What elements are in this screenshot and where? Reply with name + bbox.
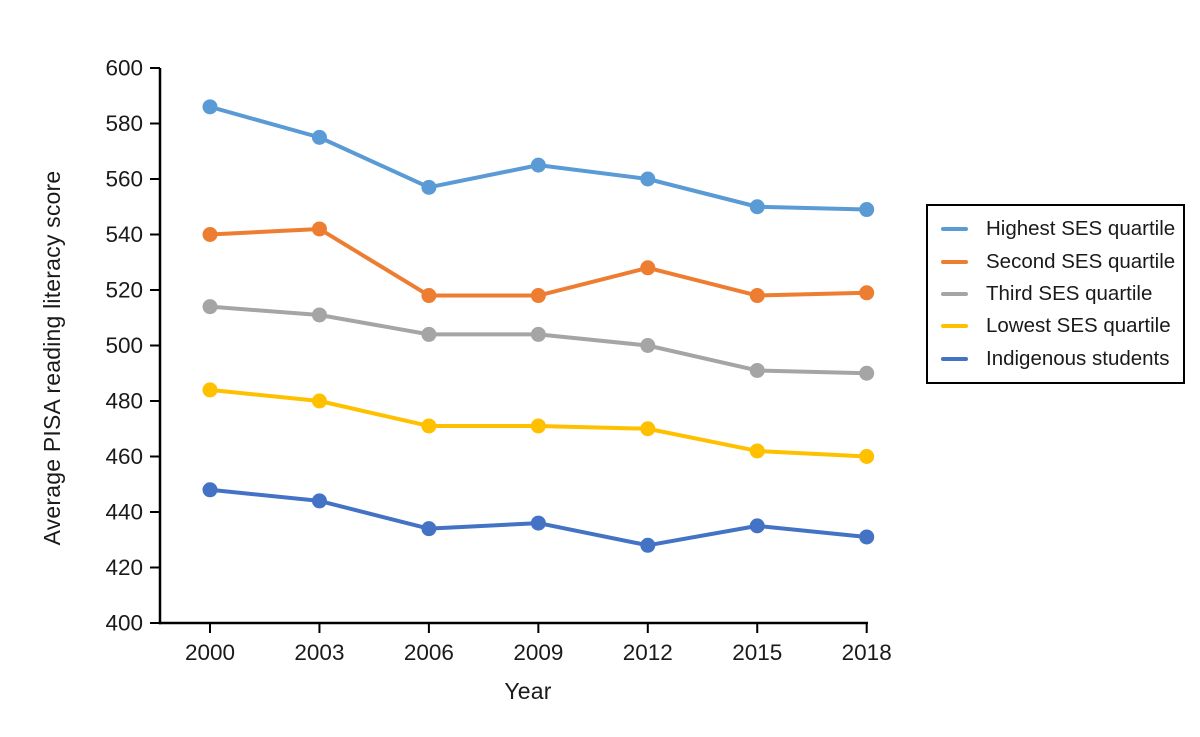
x-tick-label: 2006 [404, 640, 454, 665]
y-tick-label: 580 [105, 111, 143, 136]
x-tick-label: 2018 [842, 640, 892, 665]
legend-item-third-ses-quartile: Third SES quartile [941, 282, 1177, 306]
data-point-lowest-ses-quartile-2012 [640, 421, 656, 437]
x-tick-label: 2000 [185, 640, 235, 665]
data-point-indigenous-students-2000 [202, 482, 218, 498]
series-line-second-ses-quartile [208, 226, 869, 298]
data-point-second-ses-quartile-2006 [421, 288, 437, 304]
data-point-highest-ses-quartile-2006 [421, 179, 437, 195]
data-point-lowest-ses-quartile-2009 [530, 418, 546, 434]
legend-label: Third SES quartile [986, 281, 1153, 305]
x-tick-label: 2003 [294, 640, 344, 665]
legend-line-swatch-icon [941, 291, 968, 296]
y-tick-label: 480 [105, 389, 143, 414]
data-point-second-ses-quartile-2018 [859, 285, 875, 301]
y-tick-label: 500 [105, 333, 143, 358]
data-point-lowest-ses-quartile-2018 [859, 449, 875, 464]
legend-item-highest-ses-quartile: Highest SES quartile [941, 217, 1177, 241]
legend-label: Lowest SES quartile [986, 314, 1171, 338]
data-point-second-ses-quartile-2000 [202, 227, 218, 242]
data-point-indigenous-students-2012 [640, 537, 656, 553]
x-tick-label: 2009 [513, 640, 563, 665]
legend-line-swatch-icon [941, 259, 968, 264]
y-tick-label: 600 [105, 56, 143, 81]
data-point-highest-ses-quartile-2018 [859, 202, 875, 218]
y-tick-label: 460 [105, 444, 143, 469]
data-point-indigenous-students-2015 [749, 518, 765, 534]
data-point-third-ses-quartile-2006 [421, 326, 437, 342]
y-tick-label: 400 [105, 611, 143, 636]
data-point-indigenous-students-2006 [421, 521, 437, 537]
data-point-highest-ses-quartile-2000 [202, 99, 218, 115]
legend-label: Highest SES quartile [986, 217, 1176, 241]
legend-item-lowest-ses-quartile: Lowest SES quartile [941, 314, 1177, 338]
series-third-ses-quartile [202, 299, 875, 381]
data-point-second-ses-quartile-2009 [530, 288, 546, 304]
data-point-third-ses-quartile-2003 [311, 307, 327, 323]
data-point-second-ses-quartile-2012 [640, 260, 656, 276]
y-tick-label: 420 [105, 555, 143, 580]
series-highest-ses-quartile [202, 99, 875, 218]
y-axis-label: Average PISA reading literacy score [39, 170, 65, 546]
data-point-highest-ses-quartile-2003 [311, 129, 327, 145]
legend-line-swatch-icon [941, 356, 968, 361]
series-indigenous-students [202, 482, 875, 553]
legend-label: Indigenous students [986, 346, 1170, 370]
data-point-lowest-ses-quartile-2015 [749, 443, 765, 459]
data-point-indigenous-students-2003 [311, 493, 327, 509]
x-tick-label: 2012 [623, 640, 673, 665]
data-point-third-ses-quartile-2015 [749, 362, 765, 378]
data-point-highest-ses-quartile-2009 [530, 157, 546, 173]
data-point-second-ses-quartile-2015 [749, 288, 765, 304]
legend-line-swatch-icon [941, 324, 968, 329]
legend-item-second-ses-quartile: Second SES quartile [941, 250, 1177, 274]
data-point-third-ses-quartile-2018 [859, 365, 875, 381]
series-second-ses-quartile [202, 221, 875, 304]
data-point-indigenous-students-2009 [530, 515, 546, 531]
data-point-highest-ses-quartile-2015 [749, 199, 765, 215]
data-point-highest-ses-quartile-2012 [640, 171, 656, 187]
data-point-third-ses-quartile-2000 [202, 299, 218, 315]
data-point-lowest-ses-quartile-2006 [421, 418, 437, 434]
y-tick-label: 440 [105, 500, 143, 525]
y-tick-label: 520 [105, 278, 143, 303]
x-tick-label: 2015 [732, 640, 782, 665]
data-point-second-ses-quartile-2003 [311, 221, 327, 237]
legend-line-swatch-icon [941, 227, 968, 232]
data-point-third-ses-quartile-2012 [640, 338, 656, 353]
data-point-third-ses-quartile-2009 [530, 326, 546, 342]
data-point-indigenous-students-2018 [859, 529, 875, 545]
y-tick-label: 540 [105, 222, 143, 247]
legend: Highest SES quartile Second SES quartile… [926, 204, 1185, 384]
series-lowest-ses-quartile [202, 382, 875, 464]
data-point-lowest-ses-quartile-2000 [202, 382, 218, 398]
legend-item-indigenous-students: Indigenous students [941, 347, 1177, 371]
data-point-lowest-ses-quartile-2003 [311, 393, 327, 409]
y-tick-label: 560 [105, 167, 143, 192]
x-axis-label: Year [504, 678, 552, 704]
legend-label: Second SES quartile [986, 249, 1176, 273]
